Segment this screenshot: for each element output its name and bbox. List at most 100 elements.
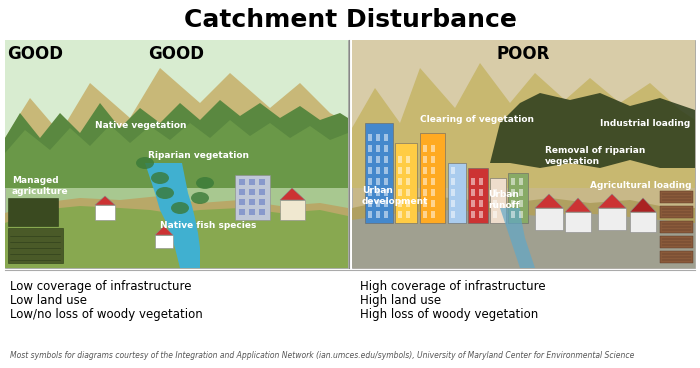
Ellipse shape [191, 192, 209, 204]
Polygon shape [5, 68, 348, 188]
Bar [395, 143, 417, 223]
Text: Riparian vegetation: Riparian vegetation [148, 152, 249, 160]
Text: Urban
development: Urban development [362, 186, 428, 206]
Bar [471, 200, 475, 207]
Ellipse shape [171, 202, 189, 214]
Bar [479, 200, 483, 207]
Bar [406, 178, 410, 185]
Bar [519, 178, 523, 185]
Bar [376, 189, 380, 196]
Bar [630, 212, 656, 232]
Bar [368, 167, 372, 174]
Polygon shape [352, 210, 695, 268]
Polygon shape [155, 226, 173, 235]
Bar [249, 189, 255, 195]
Bar [259, 209, 265, 215]
Bar [95, 205, 115, 220]
Bar [406, 211, 410, 218]
Text: Managed
agriculture: Managed agriculture [12, 176, 69, 196]
Bar [398, 156, 402, 163]
Bar [376, 167, 380, 174]
Polygon shape [5, 120, 348, 188]
Bar [490, 178, 506, 223]
Bar [451, 189, 455, 196]
Bar [376, 200, 380, 207]
Bar [660, 206, 693, 218]
Bar [535, 208, 563, 230]
Bar [368, 156, 372, 163]
Text: Native vegetation: Native vegetation [95, 121, 186, 131]
Bar [423, 189, 427, 196]
Text: GOOD: GOOD [7, 45, 63, 63]
Polygon shape [598, 194, 626, 208]
Bar [368, 178, 372, 185]
Bar [431, 145, 435, 152]
Bar [8, 198, 58, 226]
Bar [565, 212, 591, 232]
Bar [384, 178, 388, 185]
Ellipse shape [196, 177, 214, 189]
Bar [368, 211, 372, 218]
Bar [352, 40, 695, 268]
Bar [431, 211, 435, 218]
Text: Agricultural loading: Agricultural loading [590, 181, 692, 191]
Bar [376, 134, 380, 141]
Bar [376, 211, 380, 218]
Bar [368, 200, 372, 207]
Bar [249, 179, 255, 185]
Polygon shape [500, 208, 535, 268]
Bar [239, 209, 245, 215]
Bar [431, 189, 435, 196]
Bar [249, 199, 255, 205]
Bar [431, 178, 435, 185]
Bar [406, 167, 410, 174]
Bar [451, 211, 455, 218]
Text: Low land use: Low land use [10, 294, 87, 307]
Bar [479, 189, 483, 196]
Bar [398, 167, 402, 174]
Bar [468, 168, 488, 223]
Polygon shape [5, 100, 348, 188]
Bar [155, 235, 173, 248]
Bar [249, 209, 255, 215]
Bar [508, 173, 528, 223]
Bar [280, 200, 305, 220]
Bar [398, 178, 402, 185]
Bar [235, 175, 270, 220]
Bar [519, 200, 523, 207]
Bar [376, 156, 380, 163]
Bar [660, 191, 693, 203]
Bar [479, 211, 483, 218]
Text: High land use: High land use [360, 294, 441, 307]
Bar [519, 211, 523, 218]
Polygon shape [535, 194, 563, 208]
Bar [384, 200, 388, 207]
Polygon shape [5, 196, 348, 268]
Bar [398, 189, 402, 196]
Bar [384, 156, 388, 163]
Polygon shape [145, 163, 200, 268]
Bar [406, 156, 410, 163]
Bar [368, 145, 372, 152]
Text: High coverage of infrastructure: High coverage of infrastructure [360, 280, 545, 293]
Bar [511, 200, 515, 207]
Ellipse shape [136, 157, 154, 169]
Text: Most symbols for diagrams courtesy of the Integration and Application Network (i: Most symbols for diagrams courtesy of th… [10, 351, 634, 360]
Bar [420, 133, 445, 223]
Bar [471, 211, 475, 218]
Bar [239, 189, 245, 195]
Bar [5, 40, 348, 168]
Ellipse shape [151, 172, 169, 184]
Bar [511, 178, 515, 185]
Bar [431, 200, 435, 207]
Text: Catchment Disturbance: Catchment Disturbance [183, 8, 517, 32]
Bar [431, 167, 435, 174]
Bar [423, 156, 427, 163]
Bar [259, 189, 265, 195]
Polygon shape [630, 198, 656, 212]
Polygon shape [352, 63, 695, 188]
Bar [451, 178, 455, 185]
Bar [423, 167, 427, 174]
Text: Clearing of vegetation: Clearing of vegetation [420, 116, 534, 124]
Bar [352, 40, 695, 168]
